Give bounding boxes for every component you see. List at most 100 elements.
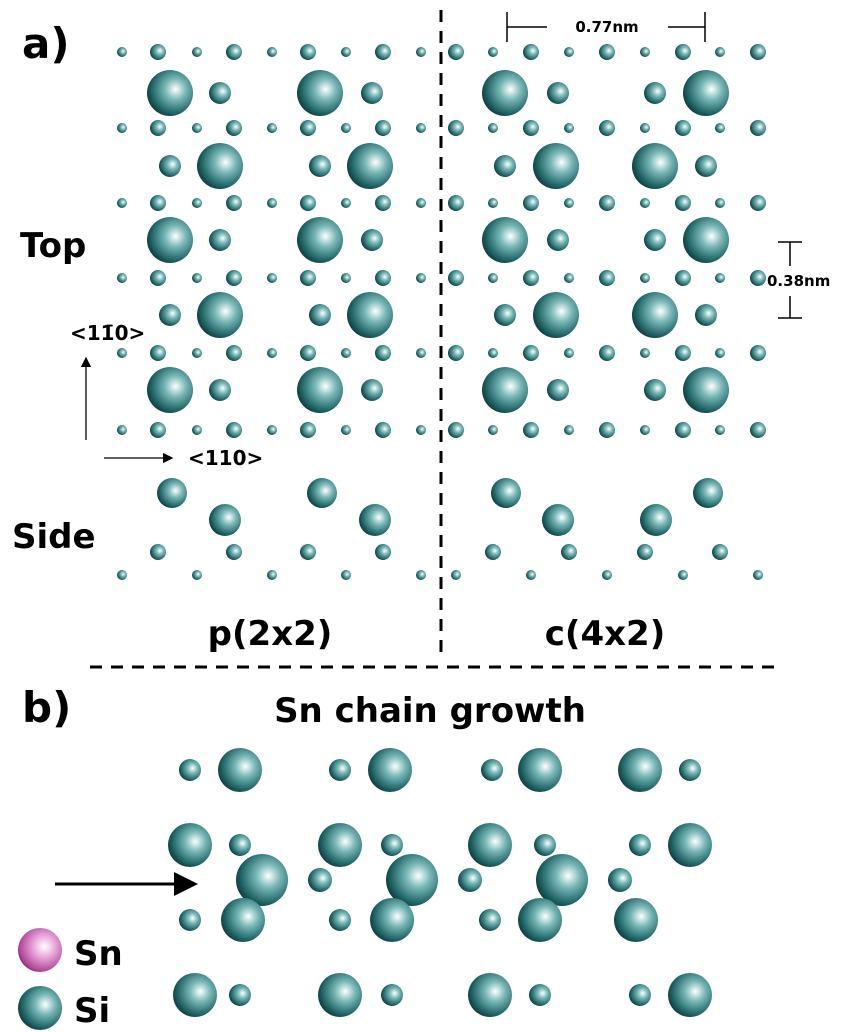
atom: [468, 973, 512, 1017]
atom: [448, 120, 464, 136]
dimension: 0.38nm: [767, 272, 830, 290]
atom: [318, 823, 362, 867]
atom: [192, 47, 202, 57]
atom: [226, 120, 242, 136]
atom: [209, 82, 231, 104]
atom: [267, 425, 277, 435]
atom: [226, 270, 242, 286]
atom: [678, 570, 688, 580]
atom: [300, 544, 316, 560]
atom: [297, 367, 343, 413]
atom: [533, 143, 579, 189]
atom: [564, 123, 574, 133]
atom: [267, 47, 277, 57]
atom: [416, 198, 426, 208]
atom: [197, 143, 243, 189]
atom: [361, 229, 383, 251]
atom: [381, 834, 403, 856]
atom: [675, 120, 691, 136]
atom: [150, 195, 166, 211]
atom: [329, 909, 351, 931]
atom: [375, 270, 391, 286]
atom: [599, 270, 615, 286]
atom: [715, 198, 725, 208]
atom: [448, 345, 464, 361]
atom: [300, 422, 316, 438]
atom: [300, 195, 316, 211]
atom: [675, 422, 691, 438]
atom: [640, 425, 650, 435]
atom: [675, 195, 691, 211]
atom: [229, 834, 251, 856]
atom: [117, 273, 127, 283]
atom: [629, 984, 651, 1006]
atom: [542, 504, 574, 536]
atom: [307, 478, 337, 508]
atom: [614, 898, 658, 942]
atom: [159, 304, 181, 326]
legend-label: Sn: [74, 934, 123, 974]
atom: [564, 47, 574, 57]
atom: [488, 425, 498, 435]
atom: [533, 292, 579, 338]
atom: [564, 348, 574, 358]
atom: [753, 570, 763, 580]
atom: [192, 198, 202, 208]
atom: [226, 44, 242, 60]
atom: [494, 155, 516, 177]
atom: [117, 123, 127, 133]
atom: [547, 379, 569, 401]
atom: [482, 367, 528, 413]
atom: [267, 570, 277, 580]
panel-label: b): [22, 683, 71, 732]
atom: [309, 304, 331, 326]
atom: [715, 123, 725, 133]
atom: [267, 348, 277, 358]
atom: [416, 273, 426, 283]
atom: [683, 217, 729, 263]
atom: [267, 123, 277, 133]
atom: [192, 425, 202, 435]
atom: [375, 345, 391, 361]
atom: [458, 868, 482, 892]
atom: [599, 120, 615, 136]
atom: [375, 44, 391, 60]
atom: [218, 748, 262, 792]
atom: [416, 348, 426, 358]
atom: [675, 270, 691, 286]
atom: [640, 47, 650, 57]
atom: [485, 544, 501, 560]
atom: [147, 70, 193, 116]
atom: [599, 195, 615, 211]
atom: [448, 44, 464, 60]
atom: [534, 834, 556, 856]
legend-swatch: [18, 986, 62, 1030]
atom: [599, 422, 615, 438]
atom: [226, 195, 242, 211]
atom: [229, 984, 251, 1006]
atom: [150, 422, 166, 438]
atom: [526, 570, 536, 580]
atom: [640, 348, 650, 358]
atom: [644, 82, 666, 104]
atom: [644, 379, 666, 401]
atom: [712, 544, 728, 560]
atom: [359, 504, 391, 536]
structure-label: p(2x2): [208, 614, 333, 654]
structure-label: c(4x2): [545, 614, 665, 654]
atom: [368, 748, 412, 792]
atom: [300, 120, 316, 136]
atom: [640, 504, 672, 536]
atom: [679, 759, 701, 781]
direction: <110>: [188, 446, 263, 470]
atom: [523, 120, 539, 136]
atom: [300, 345, 316, 361]
atom: [308, 868, 332, 892]
atom: [147, 367, 193, 413]
atom: [547, 229, 569, 251]
atom: [448, 195, 464, 211]
atom: [381, 984, 403, 1006]
atom: [147, 217, 193, 263]
atom: [192, 273, 202, 283]
atom: [117, 198, 127, 208]
